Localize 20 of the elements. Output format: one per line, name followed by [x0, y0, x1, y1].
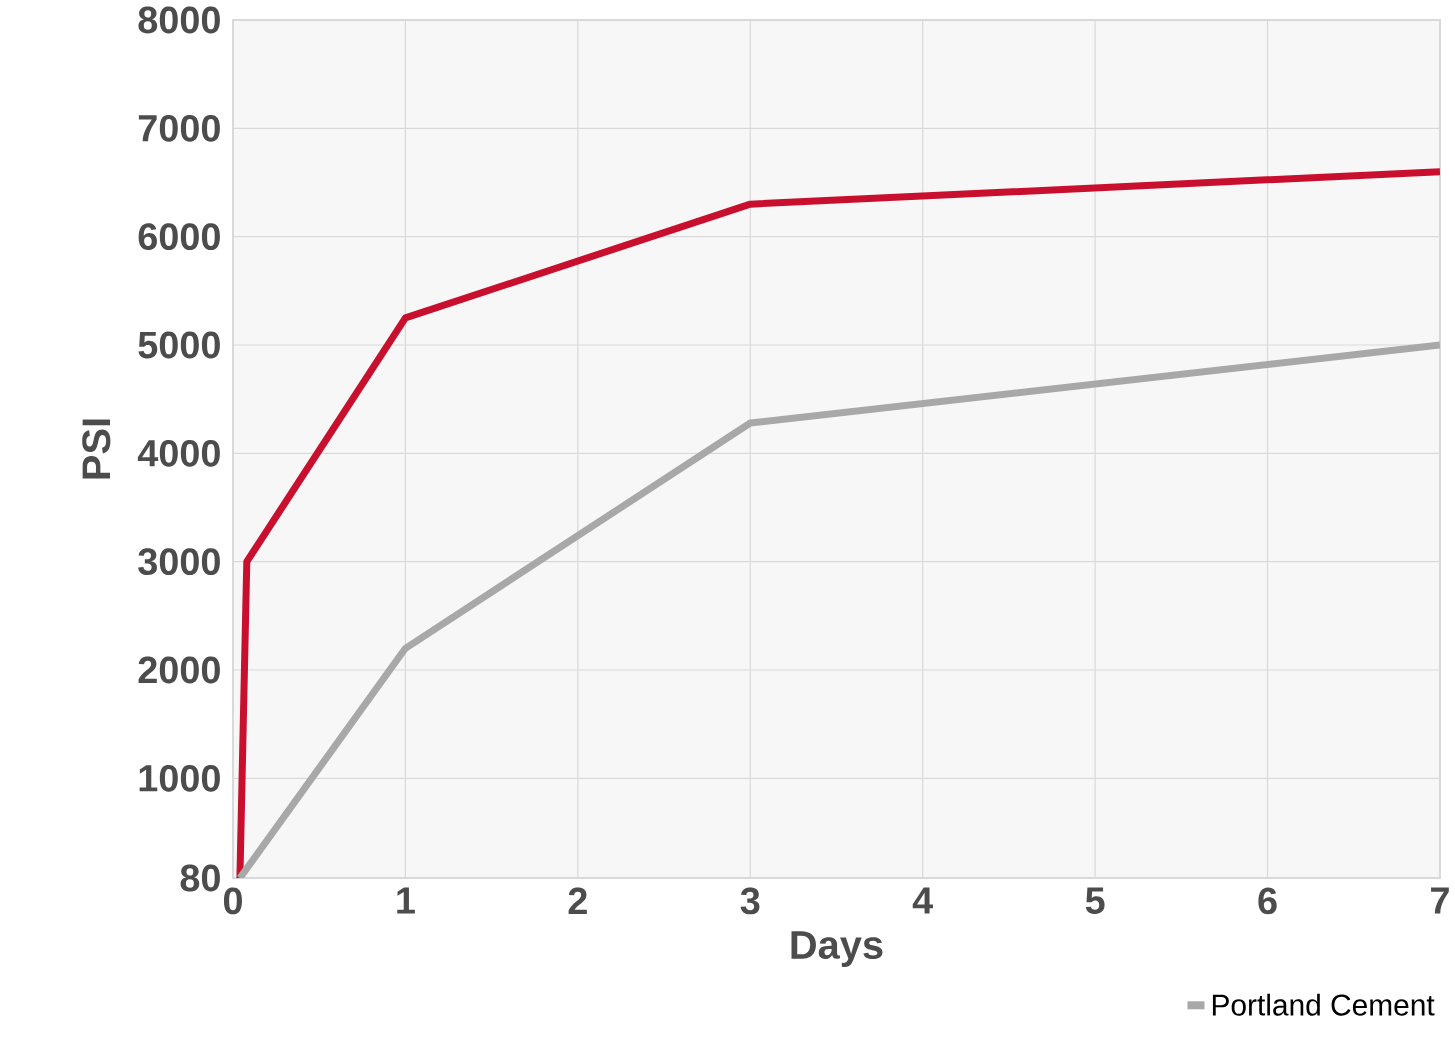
x-tick-label: 3 — [740, 887, 760, 915]
x-tick-label: 6 — [1258, 887, 1277, 915]
x-tick-label: 7 — [1431, 887, 1449, 914]
x-tick-label: 4 — [912, 887, 934, 914]
y-axis-title: PSI — [82, 419, 111, 479]
y-tick-label: 4000 — [137, 439, 220, 467]
y-tick-label: 80 — [180, 864, 220, 892]
y-tick-label: 3000 — [138, 548, 220, 576]
y-tick-label: 1000 — [139, 764, 220, 792]
x-tick-label: 1 — [397, 887, 415, 914]
x-axis-title: Days — [791, 931, 883, 967]
y-tick-label: 7000 — [138, 114, 220, 142]
y-tick-label: 2000 — [138, 656, 220, 684]
legend-label: Portland Cement — [1212, 993, 1435, 1016]
x-tick-label: 2 — [568, 887, 587, 914]
y-tick-label: 8000 — [138, 6, 220, 34]
x-tick-label: 5 — [1085, 887, 1105, 914]
y-tick-label: 5000 — [138, 331, 220, 359]
x-tick-label: 0 — [223, 887, 242, 915]
y-tick-label: 6000 — [138, 223, 220, 251]
